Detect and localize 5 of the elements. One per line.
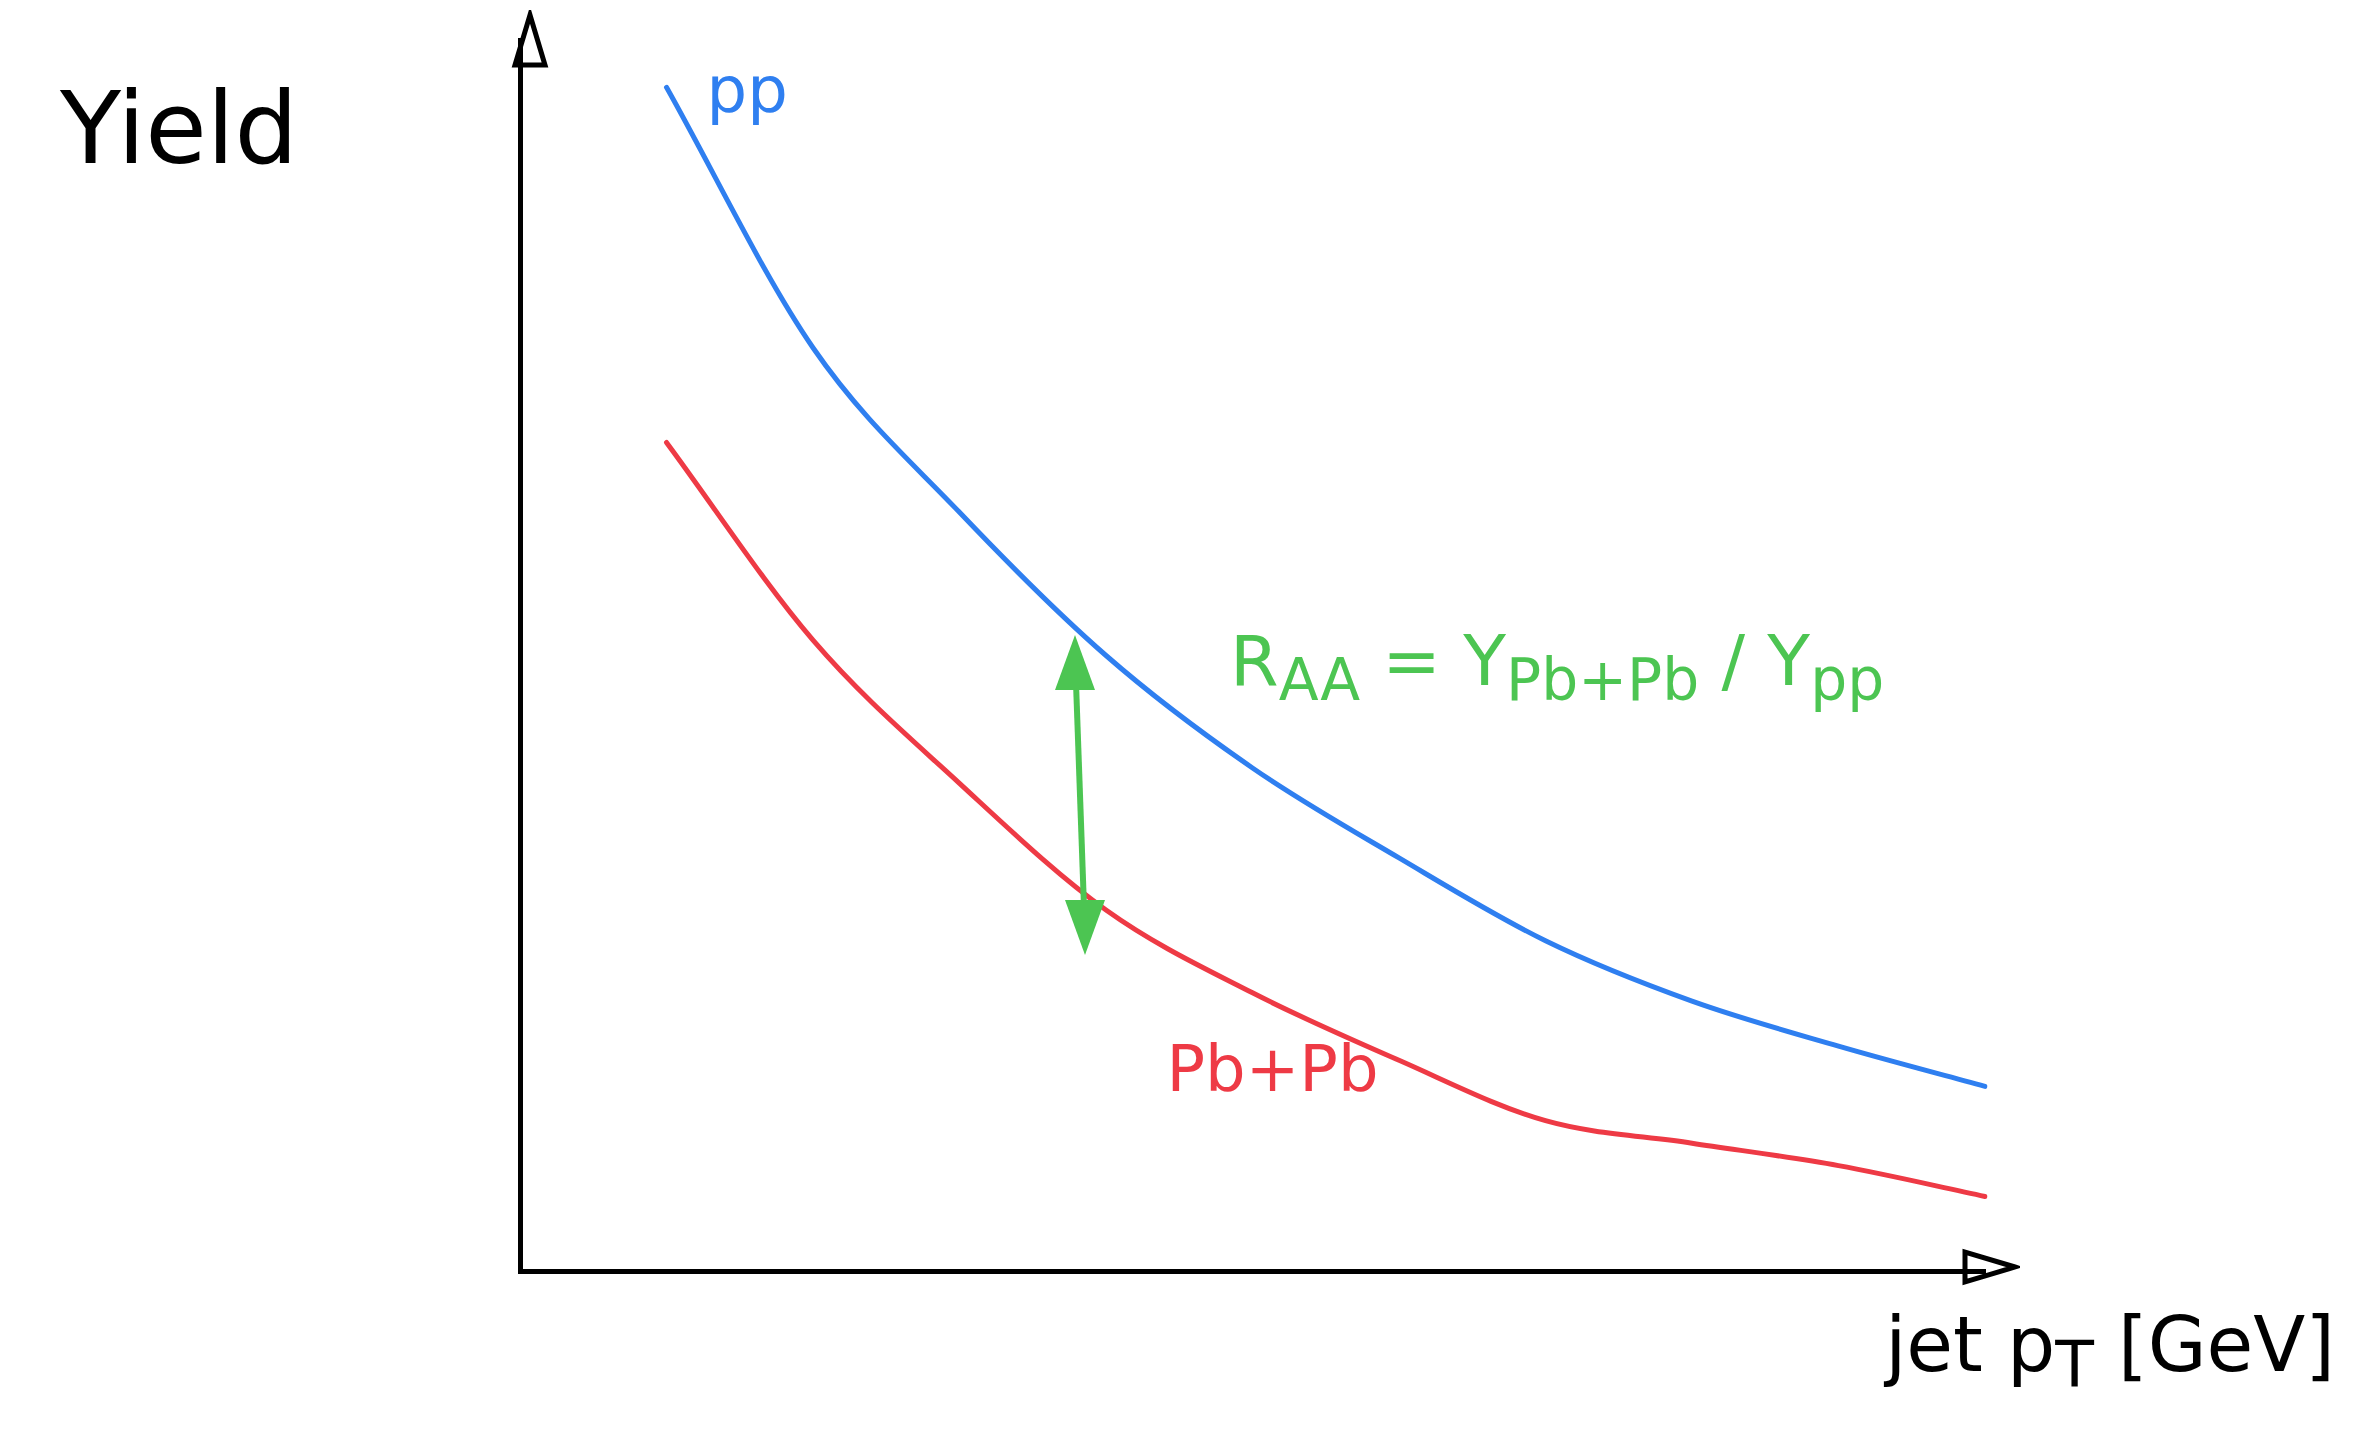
series-label: pp bbox=[706, 52, 788, 127]
annotation: R$_{AA}$ = Y$_{Pb+Pb}$ / Y$_{pp}$ bbox=[1230, 620, 1885, 714]
series-label: Pb+Pb bbox=[1166, 1032, 1379, 1107]
y-axis-title: Yield bbox=[60, 70, 299, 187]
x-axis-title: jet p$_{T}$ [GeV] bbox=[1885, 1300, 2335, 1403]
